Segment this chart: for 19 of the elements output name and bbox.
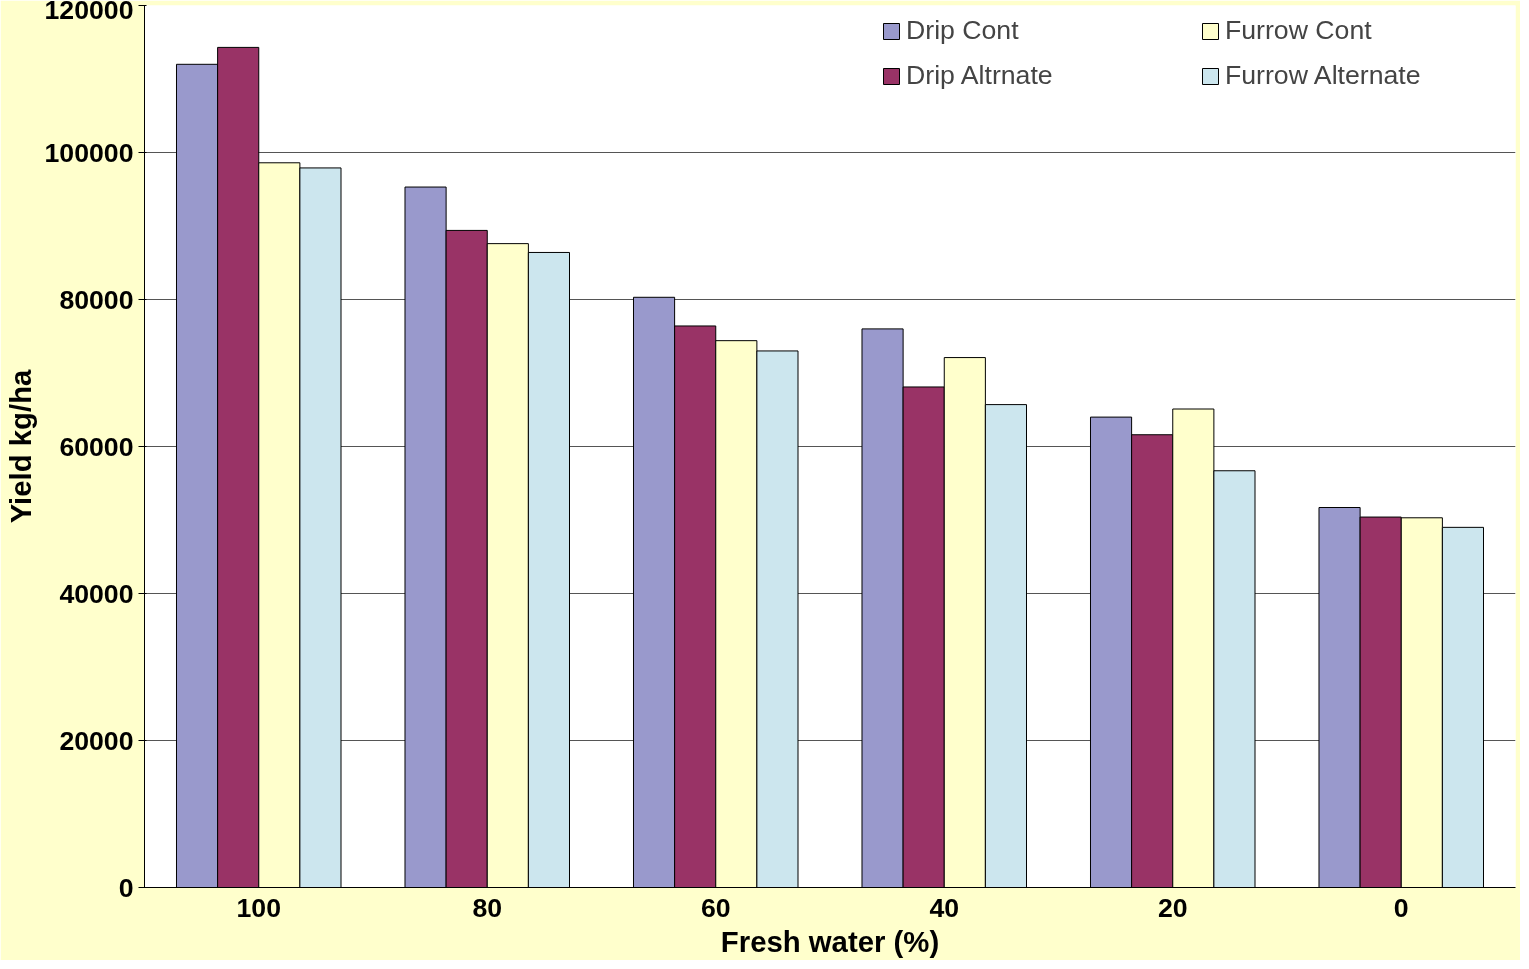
legend-label: Drip Altrnate xyxy=(906,60,1054,91)
x-tick-label: 80 xyxy=(472,892,503,923)
x-tick-label: 40 xyxy=(929,892,960,923)
y-tick-label: 80000 xyxy=(59,284,134,315)
y-tick-label: 0 xyxy=(118,872,134,903)
x-tick-label: 100 xyxy=(236,892,281,923)
x-axis-title: Fresh water (%) xyxy=(720,924,940,958)
legend-label: Drip Cont xyxy=(906,15,1020,46)
x-tick-label: 60 xyxy=(700,892,731,923)
y-tick-label: 100000 xyxy=(44,137,134,168)
x-tick-label: 0 xyxy=(1393,892,1409,923)
legend-label: Furrow Cont xyxy=(1225,15,1373,46)
y-tick-label: 40000 xyxy=(59,578,134,609)
x-tick-label: 20 xyxy=(1157,892,1188,923)
y-axis-title: Yield kg/ha xyxy=(3,368,37,524)
y-tick-label: 20000 xyxy=(59,725,134,756)
legend-label: Furrow Alternate xyxy=(1225,60,1422,91)
y-tick-label: 120000 xyxy=(44,0,134,25)
y-tick-label: 60000 xyxy=(59,431,134,462)
